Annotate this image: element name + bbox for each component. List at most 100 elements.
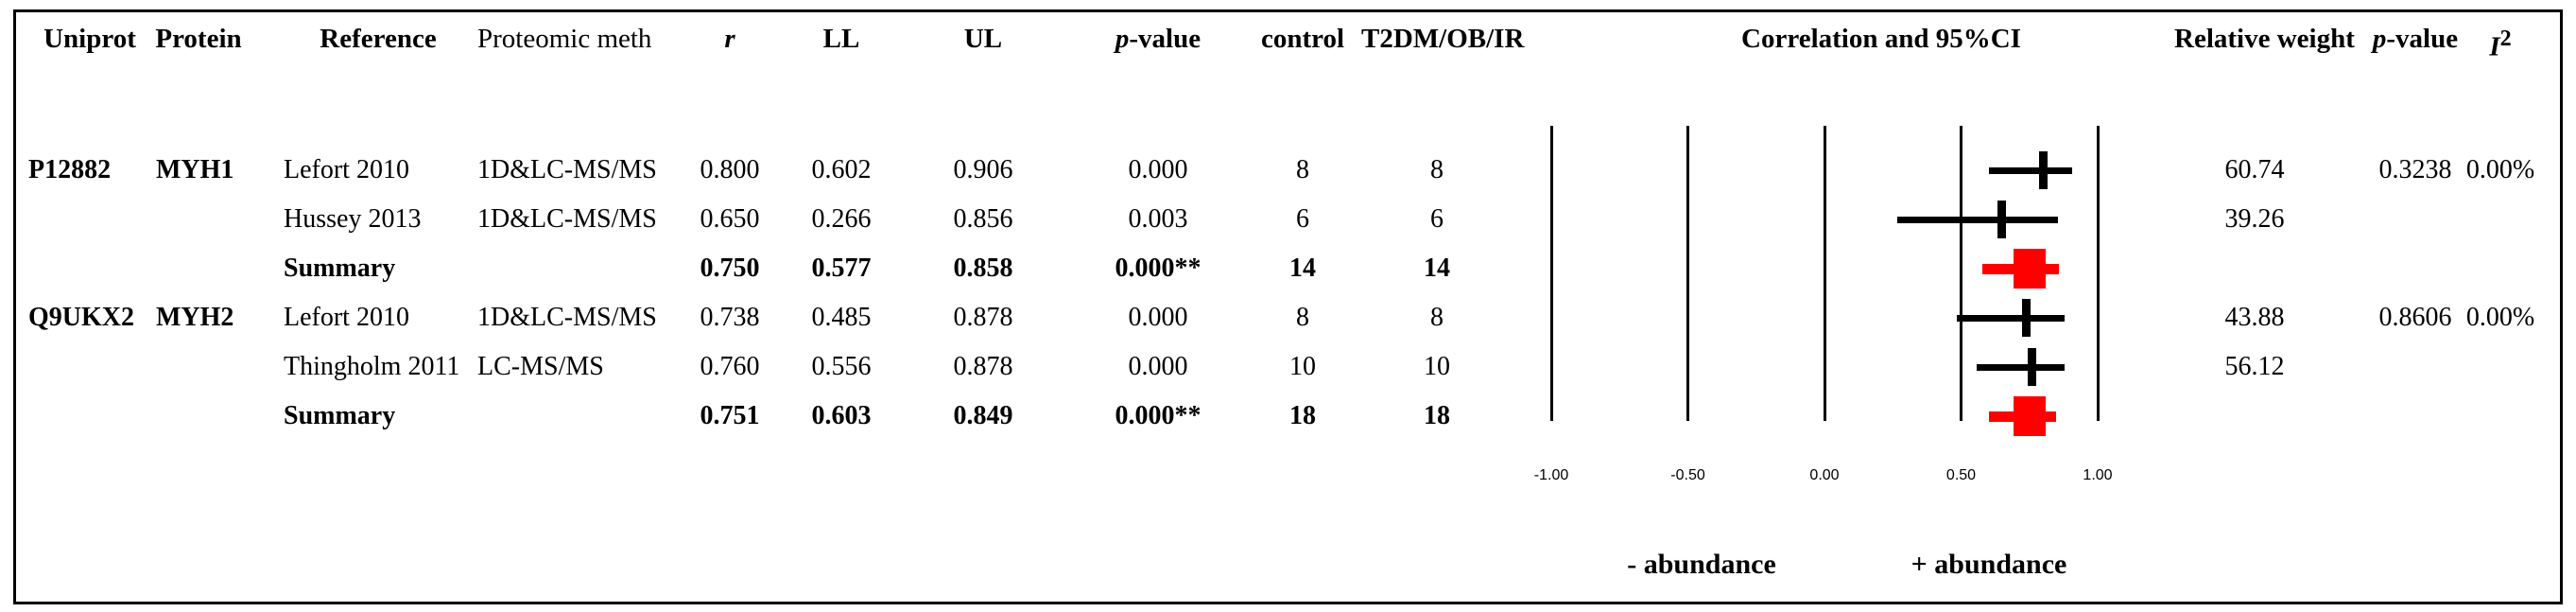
cell-reference-row1: Lefort 2010 bbox=[284, 155, 409, 184]
header-p-italic: p bbox=[1115, 24, 1130, 54]
header-p-value-2: p-value bbox=[2344, 19, 2486, 59]
header-p-value: p-value bbox=[1087, 19, 1229, 59]
cell-t2dm-row3: 14 bbox=[1424, 254, 1450, 283]
estimate-marker bbox=[2038, 151, 2048, 189]
cell-p-row5: 0.000 bbox=[1128, 352, 1188, 381]
cell-control-row2: 6 bbox=[1296, 204, 1309, 234]
cell-control-row4: 8 bbox=[1296, 303, 1309, 332]
header-p-rest: -value bbox=[1129, 24, 1202, 54]
gridline-0.50 bbox=[1960, 126, 1962, 421]
cell-t2dm-row1: 8 bbox=[1430, 155, 1444, 184]
cell-p-row6: 0.000** bbox=[1115, 401, 1202, 430]
cell-ul-row4: 0.878 bbox=[953, 303, 1013, 332]
cell-r-row6: 0.751 bbox=[700, 401, 760, 430]
header-correlation-ci: Correlation and 95%CI bbox=[1741, 24, 2021, 54]
positive-abundance-label: + abundance bbox=[1910, 549, 2067, 580]
cell-protein-row4: MYH2 bbox=[156, 303, 234, 332]
estimate-marker bbox=[2028, 348, 2037, 386]
cell-r-row5: 0.760 bbox=[700, 352, 760, 381]
cell-protein-row1: MYH1 bbox=[156, 155, 234, 184]
tick-label-0.00: 0.00 bbox=[1809, 467, 1840, 483]
ci-line bbox=[1976, 363, 2065, 371]
negative-abundance-label: - abundance bbox=[1627, 549, 1776, 580]
forest-plot-area bbox=[1549, 126, 2100, 436]
cell-weight-row1: 60.74 bbox=[2224, 155, 2285, 184]
ci-line bbox=[1957, 314, 2065, 322]
tick-label--1.00: -1.00 bbox=[1533, 467, 1569, 483]
cell-ll-row1: 0.602 bbox=[811, 155, 872, 184]
cell-uniprot-row1: P12882 bbox=[28, 155, 112, 184]
cell-weight-row2: 39.26 bbox=[2224, 204, 2285, 234]
cell-ul-row3: 0.858 bbox=[953, 254, 1013, 283]
cell-r-row4: 0.738 bbox=[700, 303, 760, 332]
ci-line bbox=[1988, 166, 2072, 174]
cell-control-row6: 18 bbox=[1289, 401, 1316, 430]
cell-ll-row4: 0.485 bbox=[811, 303, 872, 332]
cell-control-row1: 8 bbox=[1296, 155, 1309, 184]
cell-ll-row6: 0.603 bbox=[811, 401, 872, 430]
cell-t2dm-row6: 18 bbox=[1424, 401, 1450, 430]
summary-square-marker bbox=[2013, 249, 2046, 289]
cell-weight-row4: 43.88 bbox=[2224, 303, 2285, 332]
cell-p-row3: 0.000** bbox=[1115, 254, 1202, 283]
cell-r-row1: 0.800 bbox=[700, 155, 760, 184]
header-relative-weight: Relative weight bbox=[2174, 24, 2355, 54]
header-reference: Reference bbox=[320, 24, 437, 54]
header-i2-base: I bbox=[2489, 31, 2500, 62]
ci-line bbox=[1896, 216, 2059, 223]
cell-method-row5: LC-MS/MS bbox=[477, 352, 604, 381]
cell-method-row2: 1D&LC-MS/MS bbox=[477, 204, 657, 234]
cell-p-row1: 0.000 bbox=[1128, 155, 1188, 184]
cell-method-row4: 1D&LC-MS/MS bbox=[477, 303, 657, 332]
cell-ul-row1: 0.906 bbox=[953, 155, 1013, 184]
figure-border bbox=[13, 9, 2563, 604]
header-p2-italic: p bbox=[2372, 24, 2387, 54]
cell-p2-row1: 0.3238 bbox=[2378, 155, 2452, 184]
cell-reference-row5: Thingholm 2011 bbox=[284, 352, 460, 381]
header-ul: UL bbox=[963, 24, 1003, 54]
header-i2-sup: 2 bbox=[2499, 26, 2512, 51]
gridline--1.00 bbox=[1549, 126, 1553, 421]
header-i-squared: I2 bbox=[2439, 19, 2562, 62]
cell-p-row4: 0.000 bbox=[1128, 303, 1188, 332]
header-ll: LL bbox=[822, 24, 860, 54]
cell-weight-row5: 56.12 bbox=[2224, 352, 2285, 381]
gridline-1.00 bbox=[2096, 126, 2100, 421]
header-uniprot: Uniprot bbox=[43, 24, 136, 54]
cell-t2dm-row5: 10 bbox=[1424, 352, 1450, 381]
cell-reference-row6: Summary bbox=[284, 401, 396, 430]
cell-ll-row5: 0.556 bbox=[811, 352, 872, 381]
cell-control-row5: 10 bbox=[1289, 352, 1316, 381]
estimate-marker bbox=[1997, 201, 2007, 238]
summary-square-marker bbox=[2014, 396, 2047, 436]
cell-uniprot-row4: Q9UKX2 bbox=[28, 303, 134, 332]
cell-reference-row2: Hussey 2013 bbox=[284, 204, 422, 234]
cell-reference-row4: Lefort 2010 bbox=[284, 303, 409, 332]
tick-label-0.50: 0.50 bbox=[1945, 467, 1977, 483]
cell-ul-row2: 0.856 bbox=[953, 204, 1013, 234]
cell-p2-row4: 0.8606 bbox=[2378, 303, 2452, 332]
estimate-marker bbox=[2021, 299, 2031, 337]
tick-label--0.50: -0.50 bbox=[1670, 467, 1705, 483]
cell-t2dm-row4: 8 bbox=[1430, 303, 1444, 332]
cell-r-row2: 0.650 bbox=[700, 204, 760, 234]
header-protein: Protein bbox=[155, 24, 242, 54]
header-proteomic-method: Proteomic meth bbox=[477, 24, 652, 54]
cell-i2-row1: 0.00% bbox=[2465, 155, 2535, 184]
tick-label-1.00: 1.00 bbox=[2083, 467, 2113, 483]
cell-p-row2: 0.003 bbox=[1128, 204, 1188, 234]
gridline--0.50 bbox=[1686, 126, 1689, 421]
cell-i2-row4: 0.00% bbox=[2465, 303, 2535, 332]
cell-t2dm-row2: 6 bbox=[1430, 204, 1444, 234]
gridline-0.00 bbox=[1823, 126, 1826, 421]
cell-ul-row6: 0.849 bbox=[953, 401, 1013, 430]
header-p2-rest: -value bbox=[2386, 24, 2459, 54]
cell-reference-row3: Summary bbox=[284, 254, 396, 283]
cell-ul-row5: 0.878 bbox=[953, 352, 1013, 381]
cell-ll-row2: 0.266 bbox=[811, 204, 872, 234]
header-r: r bbox=[724, 24, 735, 54]
cell-method-row1: 1D&LC-MS/MS bbox=[477, 155, 657, 184]
cell-ll-row3: 0.577 bbox=[811, 254, 872, 283]
cell-control-row3: 14 bbox=[1289, 254, 1316, 283]
